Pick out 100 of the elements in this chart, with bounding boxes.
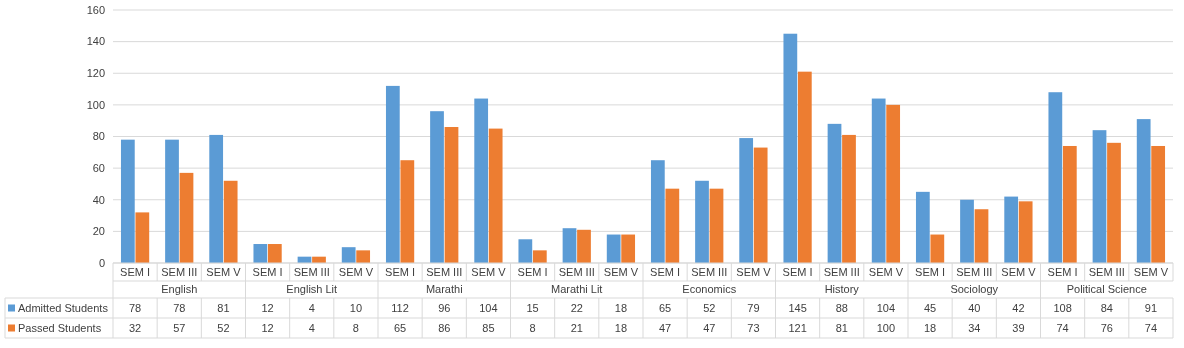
bar — [621, 234, 636, 263]
bar — [871, 98, 886, 263]
data-label: 145 — [788, 301, 807, 314]
bar — [562, 228, 577, 263]
bar — [753, 147, 768, 263]
data-label: 52 — [703, 301, 716, 314]
bar — [650, 160, 665, 263]
data-label: 4 — [308, 321, 315, 334]
bar — [1062, 145, 1077, 263]
bar — [1018, 201, 1033, 263]
x-tick-label: SEM I — [1047, 265, 1078, 278]
data-label: 74 — [1144, 321, 1158, 334]
bar — [960, 199, 974, 263]
x-tick-label: SEM III — [293, 265, 330, 278]
bar — [444, 127, 459, 263]
data-label: 86 — [438, 321, 451, 334]
data-label: 18 — [614, 321, 628, 334]
x-tick-label: SEM I — [517, 265, 548, 278]
bar — [179, 172, 194, 263]
x-tick-label: SEM V — [206, 265, 242, 278]
bar — [209, 134, 224, 263]
data-label: 108 — [1053, 301, 1072, 314]
x-tick-label: SEM I — [120, 265, 151, 278]
bar — [886, 104, 901, 263]
data-label: 4 — [308, 301, 315, 314]
data-label: 78 — [128, 301, 142, 314]
y-tick-label: 160 — [86, 3, 105, 16]
data-label: 57 — [173, 321, 186, 334]
data-label: 8 — [352, 321, 359, 334]
bar — [974, 209, 989, 263]
y-tick-label: 80 — [92, 130, 105, 143]
bar — [356, 250, 371, 263]
x-tick-label: SEM III — [161, 265, 198, 278]
data-label: 78 — [173, 301, 186, 314]
bar — [267, 244, 282, 263]
text: English Lit — [286, 283, 338, 296]
bar — [827, 123, 842, 263]
y-tick-label: 120 — [86, 67, 105, 80]
data-label: 40 — [968, 301, 981, 314]
x-tick-label: SEM V — [736, 265, 772, 278]
data-label: 81 — [835, 321, 848, 334]
x-tick-label: SEM I — [650, 265, 681, 278]
bar — [253, 244, 268, 263]
text: Political Science — [1066, 283, 1147, 296]
data-label: 96 — [438, 301, 451, 314]
x-tick-label: SEM III — [691, 265, 728, 278]
y-tick-label: 40 — [92, 193, 105, 206]
data-label: 85 — [482, 321, 495, 334]
x-tick-label: SEM V — [603, 265, 639, 278]
bar — [385, 85, 400, 263]
data-label: 21 — [570, 321, 583, 334]
bar — [1107, 142, 1121, 263]
data-label: 74 — [1056, 321, 1069, 334]
bar — [695, 180, 709, 263]
text: Economics — [682, 283, 737, 296]
bar — [165, 139, 179, 263]
data-label: 112 — [391, 301, 409, 314]
y-tick-label: 0 — [98, 256, 105, 269]
bar — [1151, 145, 1166, 263]
x-tick-label: SEM I — [782, 265, 813, 278]
data-label: 84 — [1100, 301, 1113, 314]
bar — [665, 188, 680, 263]
bar — [930, 234, 945, 263]
text: Marathi Lit — [551, 283, 603, 296]
x-tick-label: SEM V — [868, 265, 904, 278]
legend-label: Admitted Students — [18, 301, 109, 314]
bar — [739, 138, 754, 263]
bar — [606, 234, 621, 263]
bar — [797, 71, 812, 263]
data-label: 104 — [479, 301, 498, 314]
data-label: 22 — [570, 301, 583, 314]
data-label: 76 — [1100, 321, 1113, 334]
data-label: 39 — [1012, 321, 1025, 334]
data-label: 91 — [1144, 301, 1158, 314]
x-tick-label: SEM V — [471, 265, 507, 278]
bar — [915, 191, 930, 263]
bar — [488, 128, 503, 263]
bar — [532, 250, 547, 263]
data-label: 12 — [261, 321, 274, 334]
text: English — [161, 283, 198, 296]
data-label: 34 — [968, 321, 981, 334]
bar — [518, 239, 533, 263]
data-label: 32 — [128, 321, 142, 334]
text: History — [824, 283, 860, 296]
data-label: 88 — [835, 301, 848, 314]
legend-label: Passed Students — [18, 321, 102, 334]
text: Marathi — [425, 283, 463, 296]
bar — [400, 160, 415, 263]
data-label: 10 — [349, 301, 363, 314]
x-tick-label: SEM III — [823, 265, 860, 278]
y-tick-label: 140 — [86, 35, 105, 48]
x-tick-label: SEM III — [956, 265, 993, 278]
x-tick-label: SEM I — [915, 265, 946, 278]
data-label: 81 — [217, 301, 230, 314]
data-label: 18 — [923, 321, 937, 334]
data-label: 121 — [788, 321, 807, 334]
y-tick-label: 60 — [92, 161, 105, 174]
data-label: 42 — [1012, 301, 1025, 314]
data-label: 65 — [393, 321, 407, 334]
bar — [474, 98, 489, 263]
